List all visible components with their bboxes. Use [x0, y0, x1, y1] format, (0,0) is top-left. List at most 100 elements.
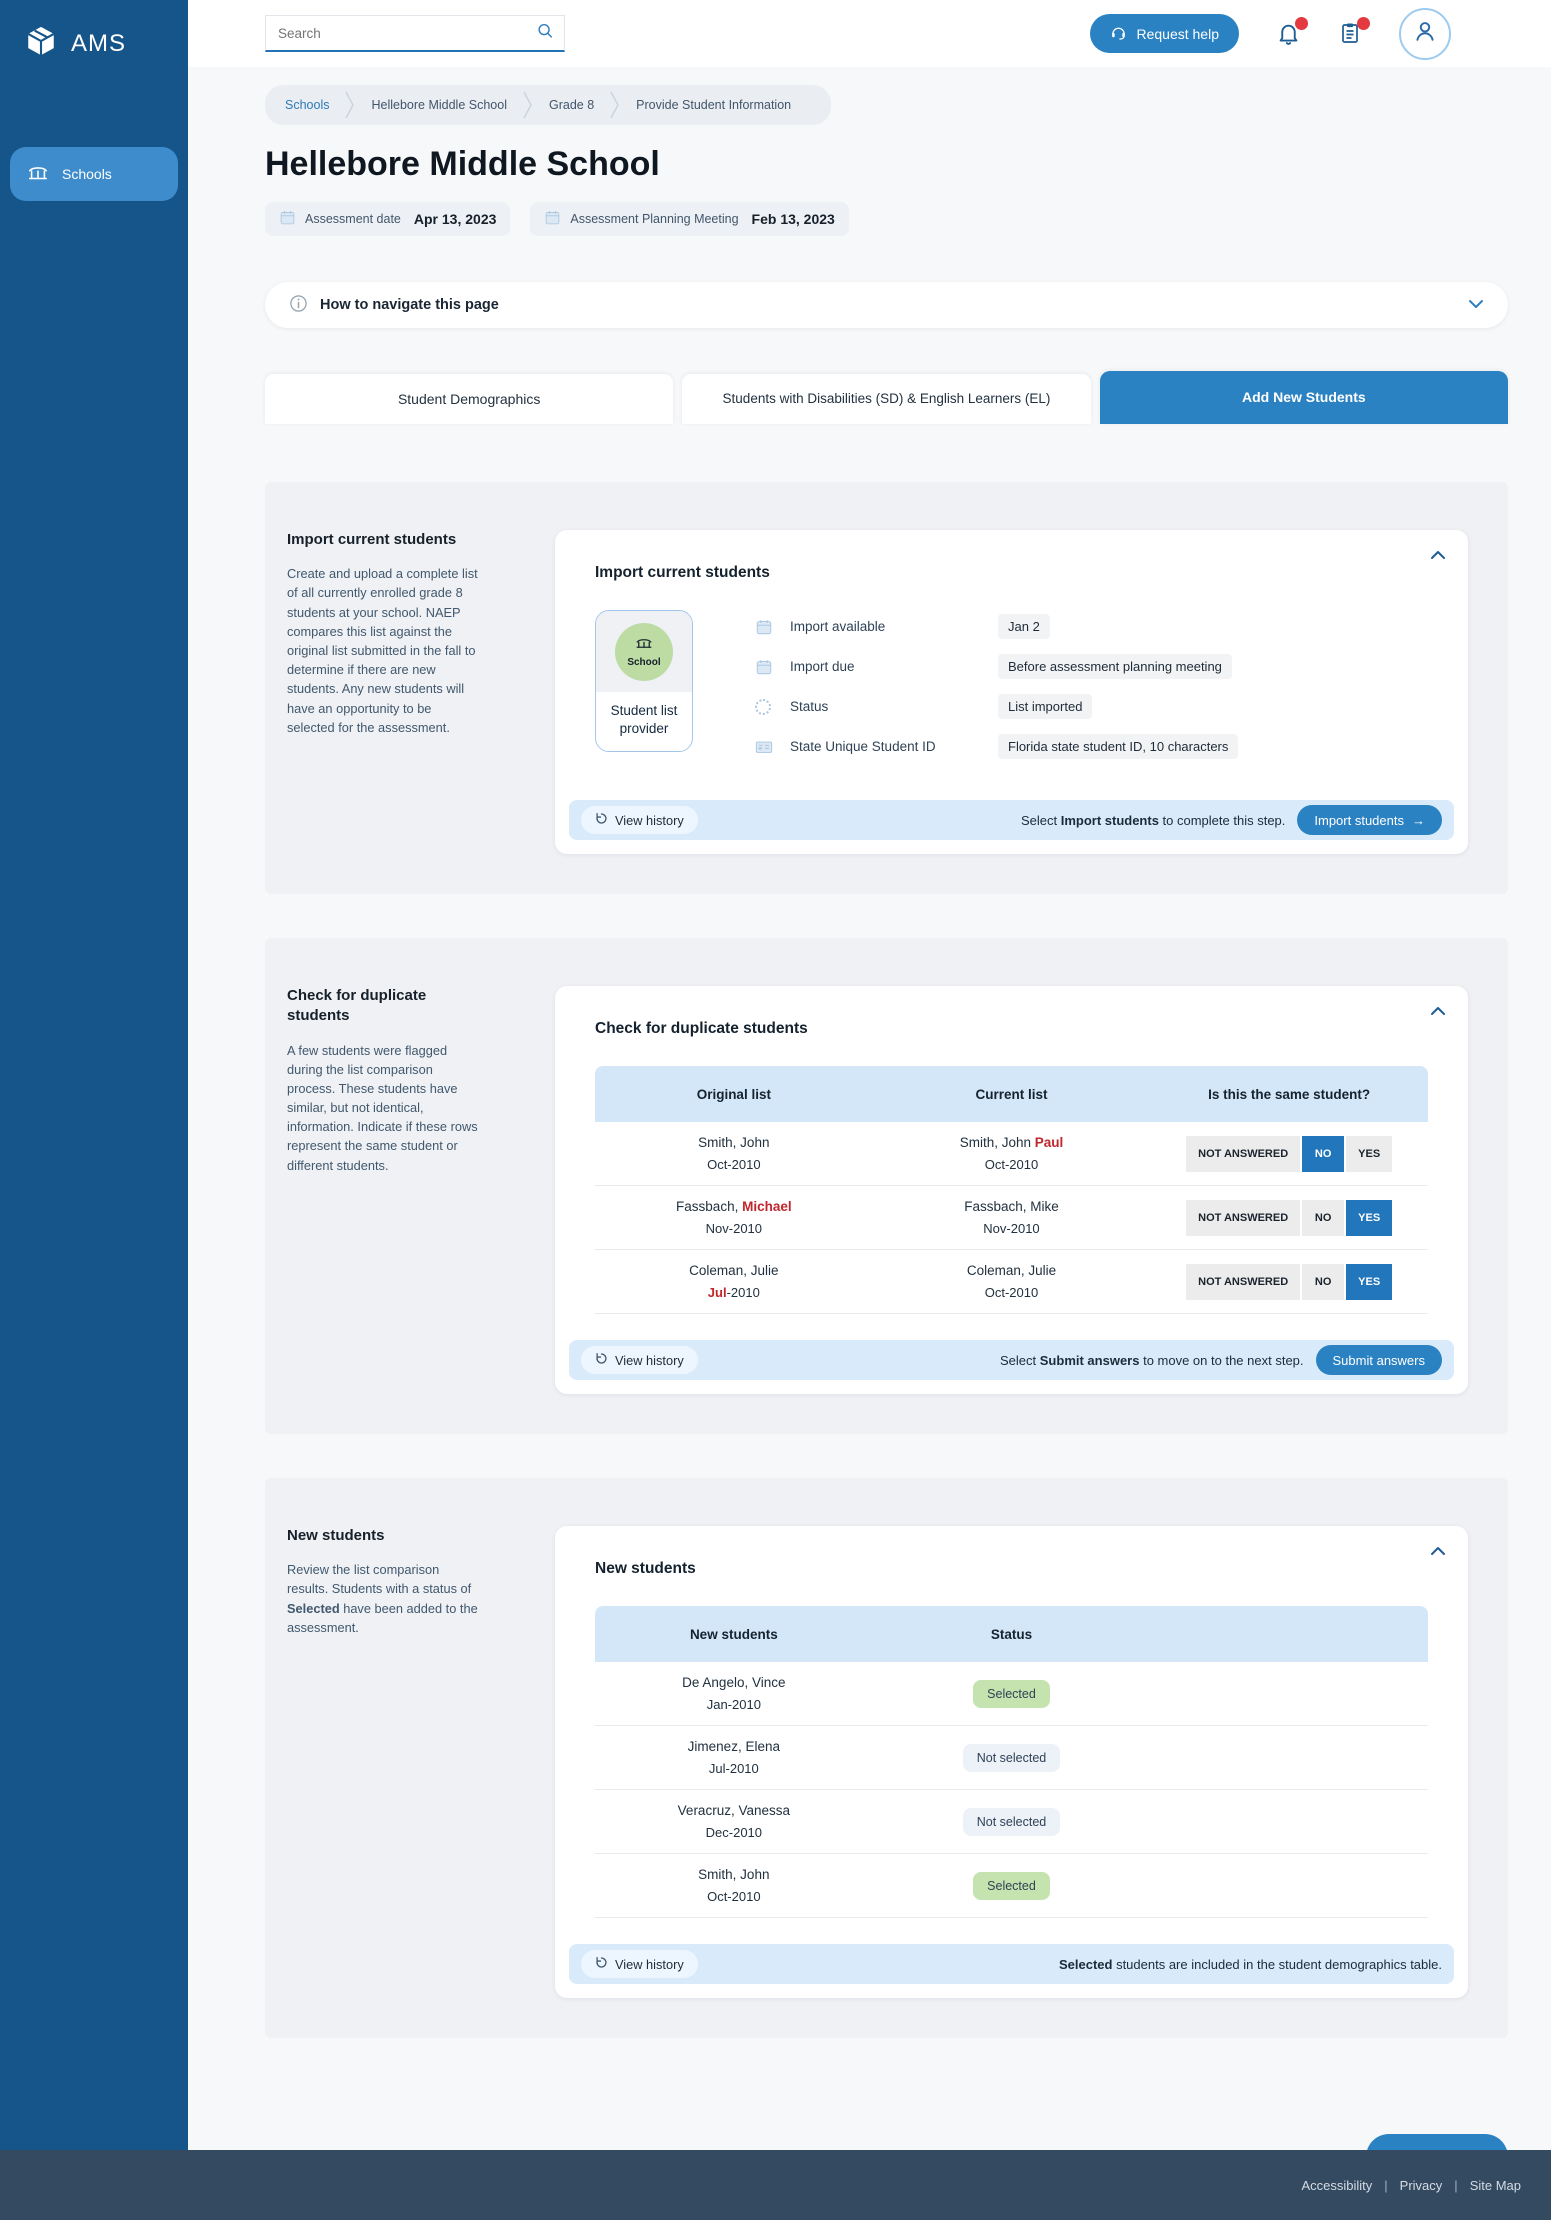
answer-not-answered[interactable]: NOT ANSWERED — [1186, 1263, 1301, 1300]
search-icon[interactable] — [536, 22, 554, 45]
tasks-badge — [1357, 16, 1370, 30]
breadcrumb-schools[interactable]: Schools — [285, 98, 330, 112]
tab-add-new-students[interactable]: Add New Students — [1099, 371, 1508, 424]
status-row: Status List imported — [755, 694, 1428, 719]
column-current-list: Current list — [975, 1086, 1048, 1102]
view-history-button[interactable]: View history — [581, 806, 698, 834]
footer-link-privacy[interactable]: Privacy — [1399, 2177, 1443, 2193]
submit-answers-button[interactable]: Submit answers — [1315, 1345, 1442, 1375]
school-icon — [27, 162, 49, 187]
column-status: Status — [990, 1626, 1033, 1642]
new-students-table: New students Status De Angelo, Vince Jan… — [595, 1606, 1428, 1918]
headset-icon — [1110, 24, 1127, 44]
current-student-cell: Smith, John Paul Oct-2010 — [959, 1135, 1064, 1172]
duplicates-section-heading: Check for duplicate students — [287, 987, 427, 1025]
current-student-cell: Coleman, Julie Oct-2010 — [966, 1263, 1057, 1300]
footer-link-accessibility[interactable]: Accessibility — [1301, 2177, 1373, 2193]
info-icon — [289, 294, 308, 317]
import-section: Import current students Create and uploa… — [265, 482, 1508, 894]
import-due-row: Import due Before assessment planning me… — [755, 654, 1428, 679]
new-student-row: Smith, John Oct-2010 Selected — [595, 1854, 1428, 1918]
new-student-row: De Angelo, Vince Jan-2010 Selected — [595, 1662, 1428, 1726]
search-input[interactable] — [278, 25, 536, 41]
import-due-label: Import due — [790, 659, 855, 674]
school-icon — [635, 636, 653, 656]
import-due-value: Before assessment planning meeting — [998, 654, 1232, 679]
tab-student-demographics[interactable]: Student Demographics — [265, 374, 674, 424]
request-help-button[interactable]: Request help — [1090, 14, 1239, 53]
breadcrumb-school-name[interactable]: Hellebore Middle School — [371, 98, 507, 112]
search-box — [265, 15, 565, 52]
tab-sd-el[interactable]: Students with Disabilities (SD) & Englis… — [682, 374, 1091, 424]
answer-no[interactable]: NO — [1300, 1199, 1345, 1236]
duplicate-row: Smith, John Oct-2010 Smith, John Paul Oc… — [595, 1122, 1428, 1186]
duplicates-footer-message: Select Submit answers to move on to the … — [1000, 1352, 1304, 1368]
chevron-right-icon — [345, 90, 355, 120]
submit-answers-label: Submit answers — [1332, 1352, 1425, 1368]
page-footer: Accessibility | Privacy | Site Map — [0, 2150, 1551, 2220]
cube-logo-icon — [24, 24, 58, 63]
new-students-section: New students Review the list comparison … — [265, 1478, 1508, 2038]
new-students-footer-message: Selected students are included in the st… — [1058, 1956, 1442, 1972]
view-history-label: View history — [615, 1956, 684, 1972]
answer-no[interactable]: NO — [1300, 1135, 1345, 1172]
new-students-heading: New students — [287, 1527, 385, 1544]
planning-meeting-label: Assessment Planning Meeting — [570, 212, 739, 226]
student-list-provider-tile[interactable]: School Student list provider — [595, 610, 693, 753]
view-history-button[interactable]: View history — [581, 1950, 698, 1978]
collapse-new-students-card-button[interactable] — [1430, 1544, 1446, 1559]
tasks-button[interactable] — [1337, 16, 1370, 49]
app-name: AMS — [71, 29, 127, 57]
original-student-cell: Fassbach, Michael Nov-2010 — [676, 1199, 792, 1236]
user-avatar[interactable] — [1399, 7, 1451, 60]
how-to-navigate-label: How to navigate this page — [320, 297, 499, 313]
arrow-right-icon: → — [1412, 812, 1425, 828]
answer-yes[interactable]: YES — [1344, 1263, 1393, 1300]
answer-not-answered[interactable]: NOT ANSWERED — [1186, 1199, 1301, 1236]
sidebar-item-schools[interactable]: Schools — [10, 147, 178, 201]
view-history-button[interactable]: View history — [581, 1346, 698, 1374]
calendar-icon — [755, 658, 777, 676]
original-student-cell: Smith, John Oct-2010 — [698, 1135, 770, 1172]
answer-yes[interactable]: YES — [1344, 1135, 1393, 1172]
how-to-navigate-panel[interactable]: How to navigate this page — [265, 282, 1508, 328]
import-available-row: Import available Jan 2 — [755, 614, 1428, 639]
breadcrumb: Schools Hellebore Middle School Grade 8 … — [265, 85, 832, 125]
chevron-down-icon[interactable] — [1468, 296, 1484, 314]
duplicates-table-header: Original list Current list Is this the s… — [595, 1066, 1428, 1122]
status-label: Status — [790, 699, 829, 714]
calendar-icon — [544, 209, 561, 229]
sidebar-item-label: Schools — [62, 166, 112, 182]
import-students-label: Import students — [1314, 812, 1404, 828]
breadcrumb-grade[interactable]: Grade 8 — [548, 98, 595, 112]
state-id-row: State Unique Student ID Florida state st… — [755, 734, 1428, 759]
student-cell: Smith, John Oct-2010 — [698, 1867, 770, 1904]
student-cell: Jimenez, Elena Jul-2010 — [687, 1739, 780, 1776]
import-available-label: Import available — [790, 619, 886, 634]
answer-yes[interactable]: YES — [1344, 1199, 1393, 1236]
notifications-button[interactable] — [1275, 16, 1308, 49]
school-provider-badge: School — [615, 623, 673, 681]
sidebar: AMS Schools — [0, 0, 188, 2150]
clipboard-icon — [1338, 23, 1362, 49]
view-history-label: View history — [615, 1352, 684, 1368]
duplicates-section: Check for duplicate students A few stude… — [265, 938, 1508, 1434]
column-same-student: Is this the same student? — [1208, 1086, 1371, 1102]
person-icon — [1411, 17, 1439, 50]
status-circle-icon — [755, 698, 777, 715]
new-students-card-title: New students — [595, 1560, 696, 1577]
collapse-duplicates-card-button[interactable] — [1430, 1004, 1446, 1019]
status-badge: Not selected — [962, 1807, 1061, 1836]
import-students-button[interactable]: Import students → — [1297, 805, 1442, 835]
answer-no[interactable]: NO — [1300, 1263, 1345, 1300]
import-card-footer: View history Select Import students to c… — [569, 800, 1454, 840]
page-title: Hellebore Middle School — [265, 145, 660, 183]
column-new-students: New students — [689, 1626, 778, 1642]
bell-icon — [1276, 24, 1301, 49]
duplicates-card-footer: View history Select Submit answers to mo… — [569, 1340, 1454, 1380]
answer-not-answered[interactable]: NOT ANSWERED — [1186, 1135, 1301, 1172]
status-badge: Selected — [973, 1871, 1050, 1900]
footer-link-site-map[interactable]: Site Map — [1469, 2177, 1521, 2193]
chevron-right-icon — [523, 90, 533, 120]
collapse-import-card-button[interactable] — [1430, 548, 1446, 563]
